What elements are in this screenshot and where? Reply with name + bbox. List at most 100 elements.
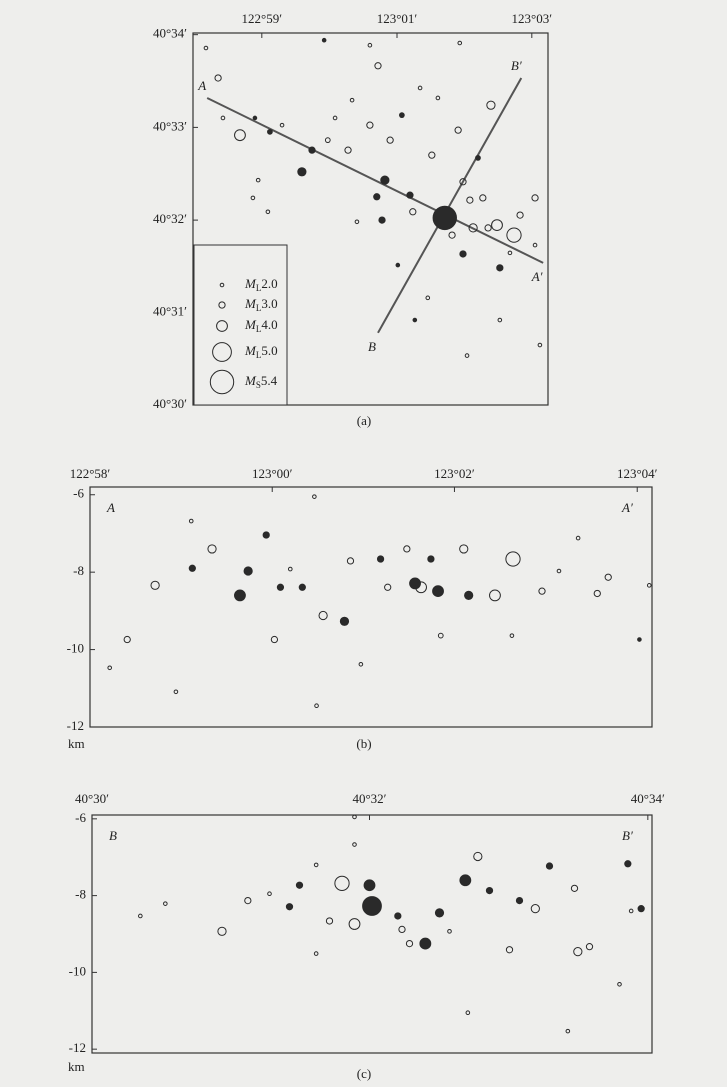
caption: (c) bbox=[357, 1066, 371, 1081]
profile-label: A bbox=[197, 78, 206, 93]
event bbox=[367, 42, 373, 48]
event bbox=[427, 555, 435, 563]
legend-marker bbox=[218, 301, 226, 309]
legend-marker bbox=[219, 282, 225, 288]
section-label: A′ bbox=[621, 500, 633, 515]
event bbox=[255, 177, 261, 183]
legend-symbol: M bbox=[244, 296, 257, 311]
event bbox=[107, 665, 113, 671]
event bbox=[313, 862, 319, 868]
event bbox=[437, 632, 444, 639]
profile-label: A′ bbox=[531, 269, 543, 284]
event bbox=[459, 250, 467, 258]
x-tick-label: 40°30′ bbox=[75, 791, 109, 806]
event bbox=[459, 874, 472, 887]
event bbox=[321, 37, 327, 43]
event bbox=[267, 128, 273, 135]
event bbox=[570, 884, 579, 892]
event bbox=[376, 555, 385, 563]
event bbox=[465, 1010, 471, 1015]
event bbox=[308, 146, 316, 154]
event bbox=[363, 879, 376, 892]
event bbox=[265, 209, 271, 215]
event bbox=[637, 905, 645, 913]
event bbox=[457, 40, 463, 46]
legend-value: 3.0 bbox=[261, 296, 277, 311]
section-label: B′ bbox=[622, 828, 633, 843]
event bbox=[405, 939, 414, 948]
event bbox=[173, 689, 179, 695]
y-tick-label: 40°33′ bbox=[153, 118, 187, 133]
event bbox=[297, 167, 307, 177]
event bbox=[267, 891, 272, 896]
event bbox=[398, 925, 406, 934]
event bbox=[593, 589, 601, 598]
event bbox=[537, 342, 543, 348]
y-tick-label: 40°34′ bbox=[153, 26, 187, 41]
event bbox=[188, 518, 194, 524]
x-tick-label: 123°03′ bbox=[512, 11, 553, 26]
event bbox=[556, 568, 562, 574]
legend-box bbox=[193, 244, 288, 406]
event bbox=[447, 929, 452, 934]
event bbox=[464, 353, 470, 358]
event bbox=[262, 531, 270, 539]
y-tick-label: -6 bbox=[73, 486, 84, 501]
y-tick-label: 40°31′ bbox=[153, 303, 187, 318]
event bbox=[491, 219, 503, 232]
event bbox=[409, 208, 417, 216]
event bbox=[314, 703, 319, 709]
profile-line bbox=[206, 97, 544, 264]
legend-symbol: M bbox=[244, 317, 257, 332]
event bbox=[352, 842, 357, 847]
profile-label: B bbox=[368, 339, 376, 354]
event bbox=[459, 544, 469, 554]
event bbox=[312, 494, 317, 499]
event bbox=[506, 227, 522, 243]
event bbox=[628, 908, 634, 914]
event bbox=[403, 545, 411, 553]
event bbox=[473, 851, 483, 862]
event bbox=[324, 137, 331, 144]
event bbox=[354, 219, 360, 225]
event bbox=[505, 551, 521, 567]
event bbox=[459, 178, 467, 186]
event bbox=[432, 585, 444, 598]
event bbox=[243, 566, 253, 576]
event bbox=[318, 610, 328, 621]
event bbox=[532, 242, 538, 248]
event bbox=[406, 191, 414, 199]
event bbox=[575, 535, 581, 541]
event bbox=[123, 635, 131, 644]
event bbox=[344, 146, 352, 154]
event bbox=[434, 908, 445, 918]
event bbox=[412, 317, 418, 323]
legend-subscript: L bbox=[256, 303, 262, 313]
event bbox=[346, 557, 355, 565]
event bbox=[220, 115, 226, 121]
legend-subscript: S bbox=[256, 380, 261, 390]
event bbox=[374, 62, 382, 70]
event bbox=[637, 637, 642, 642]
event bbox=[298, 583, 306, 591]
event bbox=[332, 115, 338, 121]
caption: (b) bbox=[356, 736, 371, 751]
depth-unit: km bbox=[68, 1059, 85, 1074]
x-tick-label: 123°04′ bbox=[617, 466, 658, 481]
profile-line bbox=[377, 77, 523, 334]
event bbox=[285, 903, 294, 911]
legend-symbol: M bbox=[244, 373, 257, 388]
event bbox=[325, 917, 334, 925]
event bbox=[415, 581, 427, 594]
event bbox=[138, 913, 143, 919]
event bbox=[386, 136, 394, 144]
legend-label: ML2.0 bbox=[244, 276, 278, 293]
legend-label: ML3.0 bbox=[244, 296, 278, 313]
x-tick-label: 122°58′ bbox=[70, 466, 111, 481]
event bbox=[276, 583, 285, 591]
y-tick-label: 40°32′ bbox=[153, 211, 187, 226]
event bbox=[485, 886, 494, 895]
event bbox=[349, 97, 355, 103]
